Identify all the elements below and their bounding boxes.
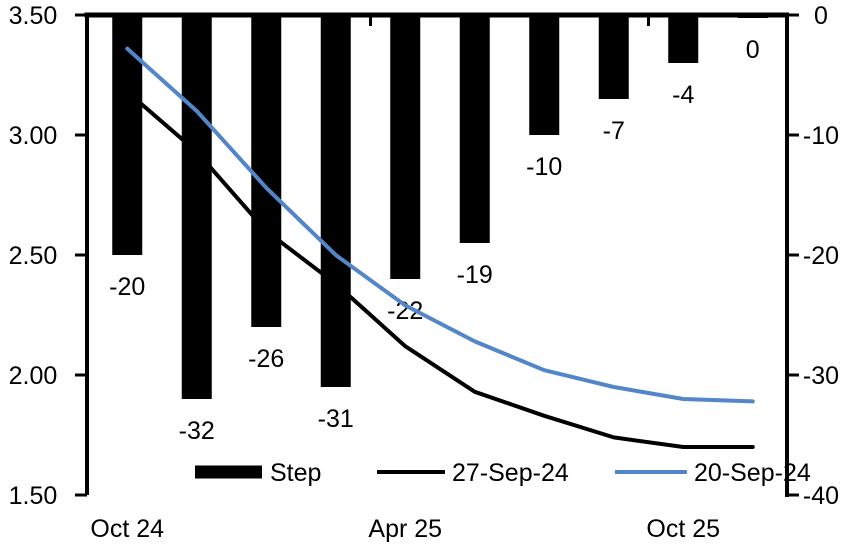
left-tick-label: 3.50 [9, 2, 58, 30]
right-tick-label: -30 [803, 362, 839, 390]
left-tick-label: 2.50 [9, 242, 58, 270]
bar-data-label: 0 [746, 36, 760, 64]
bar-step [459, 15, 490, 243]
bar-step [529, 15, 560, 135]
line-series-27-sep-24 [125, 89, 755, 449]
bar-data-labels: -20-32-26-31-22-19-10-7-40 [109, 36, 760, 445]
left-tick-label: 1.50 [9, 482, 58, 510]
bar-step [320, 15, 351, 387]
right-tick-label: -40 [803, 482, 839, 510]
right-tick-label: -20 [803, 242, 839, 270]
left-tick-label: 2.00 [9, 362, 58, 390]
bar-data-label: -19 [457, 261, 493, 289]
line-series-20-sep-24 [125, 46, 755, 404]
bar-data-label: -4 [672, 81, 694, 109]
right-tick-label: 0 [814, 2, 828, 30]
bar-data-label: -20 [109, 273, 145, 301]
bar-step [181, 15, 212, 399]
x-axis-label: Oct 25 [646, 515, 720, 543]
legend-label-20-sep-24: 20-Sep-24 [694, 459, 811, 487]
left-tick-label: 3.00 [9, 122, 58, 150]
legend: Step 27-Sep-24 20-Sep-24 [195, 459, 811, 487]
bar-series-step [112, 15, 768, 399]
left-axis-ticks: 3.50 3.00 2.50 2.00 1.50 [9, 2, 87, 510]
legend-label-27-sep-24: 27-Sep-24 [452, 459, 569, 487]
line-path [125, 46, 755, 404]
legend-label-step: Step [270, 459, 321, 487]
bar-data-label: -32 [179, 417, 215, 445]
top-axis-ticks [369, 15, 650, 26]
bar-step [251, 15, 282, 327]
bar-data-label: -7 [603, 117, 625, 145]
bar-step [668, 15, 699, 63]
x-axis-label: Oct 24 [90, 515, 164, 543]
bar-data-label: -26 [248, 345, 284, 373]
x-axis-label: Apr 25 [368, 515, 442, 543]
legend-swatch-step [195, 465, 262, 479]
x-axis-labels: Oct 24 Apr 25 Oct 25 [90, 515, 720, 543]
bar-step [598, 15, 629, 99]
bar-data-label: -10 [526, 153, 562, 181]
bar-step [390, 15, 421, 279]
right-axis-ticks: 0 -10 -20 -30 -40 [787, 2, 839, 510]
bar-data-label: -31 [318, 405, 354, 433]
right-tick-label: -10 [803, 122, 839, 150]
line-path [125, 89, 755, 449]
